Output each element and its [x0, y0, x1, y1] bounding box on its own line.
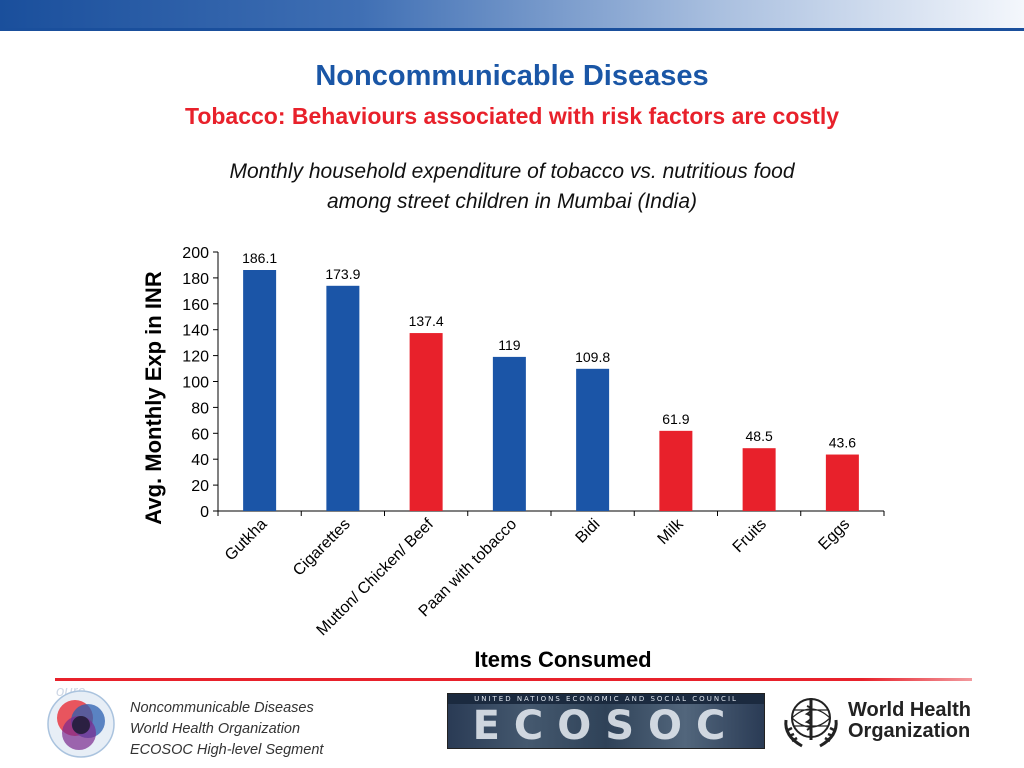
- who-emblem-icon: [784, 698, 838, 748]
- y-tick-label: 40: [191, 452, 209, 469]
- x-axis-title: Items Consumed: [474, 647, 651, 672]
- bar: [825, 454, 859, 511]
- x-tick-label: Gutkha: [222, 516, 271, 565]
- x-tick-label: Milk: [655, 515, 688, 548]
- bar: [409, 333, 443, 511]
- x-tick-label: Fruits: [730, 516, 770, 556]
- header-divider-line: [0, 28, 1024, 31]
- bar: [243, 270, 277, 511]
- page-subtitle: Tobacco: Behaviours associated with risk…: [184, 103, 840, 129]
- bars: [243, 270, 859, 511]
- data-label: 173.9: [325, 266, 360, 282]
- ncd-circles-logo-icon: [47, 690, 115, 758]
- chart-caption: Monthly household expenditure of tobacco…: [0, 157, 1024, 217]
- footer-divider-line: [55, 678, 972, 681]
- y-tick-label: 100: [182, 375, 209, 392]
- y-tick-label: 180: [182, 271, 209, 288]
- bar: [742, 448, 776, 511]
- y-tick-label: 0: [200, 504, 209, 521]
- data-label: 61.9: [662, 411, 689, 427]
- bar: [492, 356, 526, 511]
- data-label: 186.1: [242, 250, 277, 266]
- data-label: 119: [498, 337, 521, 353]
- chart-caption-line-2: among street children in Mumbai (India): [326, 190, 697, 213]
- y-axis-title: Avg. Monthly Exp in INR: [141, 271, 166, 525]
- footer-text: Noncommunicable Diseases World Health Or…: [130, 698, 323, 761]
- x-tick-label: Cigarettes: [290, 516, 354, 580]
- y-tick-label: 80: [191, 400, 209, 417]
- data-labels: 186.1 173.9 137.4 119 109.8 61.9 48.5 43.6: [242, 250, 856, 451]
- page-title: Noncommunicable Diseases: [315, 60, 709, 92]
- y-tick-label: 200: [182, 245, 209, 262]
- y-axis: 0 20 40 60 80 100 120 140 160 180 200: [182, 245, 219, 521]
- bar: [659, 430, 693, 511]
- header-gradient-bar: [0, 0, 1024, 30]
- footer-line-3: ECOSOC High-level Segment: [130, 742, 324, 758]
- y-tick-label: 160: [182, 297, 209, 314]
- bar: [326, 285, 360, 511]
- footer-line-2: World Health Organization: [130, 721, 301, 737]
- data-label: 109.8: [575, 349, 610, 365]
- chart-caption-line-1: Monthly household expenditure of tobacco…: [229, 160, 795, 183]
- footer-line-1: Noncommunicable Diseases: [130, 700, 314, 716]
- x-tick-label: Bidi: [573, 516, 604, 547]
- x-axis: [217, 510, 885, 516]
- y-tick-label: 120: [182, 349, 209, 366]
- who-wordmark-line-1: World Health: [848, 699, 971, 721]
- y-tick-label: 60: [191, 426, 209, 443]
- who-wordmark: World Health Organization: [848, 700, 971, 742]
- who-wordmark-line-2: Organization: [848, 720, 971, 742]
- ecosoc-banner-text: UNITED NATIONS ECONOMIC AND SOCIAL COUNC…: [448, 694, 764, 704]
- data-label: 48.5: [746, 428, 773, 444]
- y-tick-label: 20: [191, 478, 209, 495]
- data-label: 43.6: [829, 435, 856, 451]
- ecosoc-logo: UNITED NATIONS ECONOMIC AND SOCIAL COUNC…: [447, 693, 765, 749]
- bar: [576, 368, 610, 511]
- bar-chart: 0 20 40 60 80 100 120 140 160 180 200 186.1 173.9 13…: [141, 245, 885, 672]
- data-label: 137.4: [409, 313, 444, 329]
- y-tick-label: 140: [182, 323, 209, 340]
- ecosoc-wordmark: ECOSOC: [472, 703, 740, 749]
- x-tick-label: Eggs: [815, 516, 853, 554]
